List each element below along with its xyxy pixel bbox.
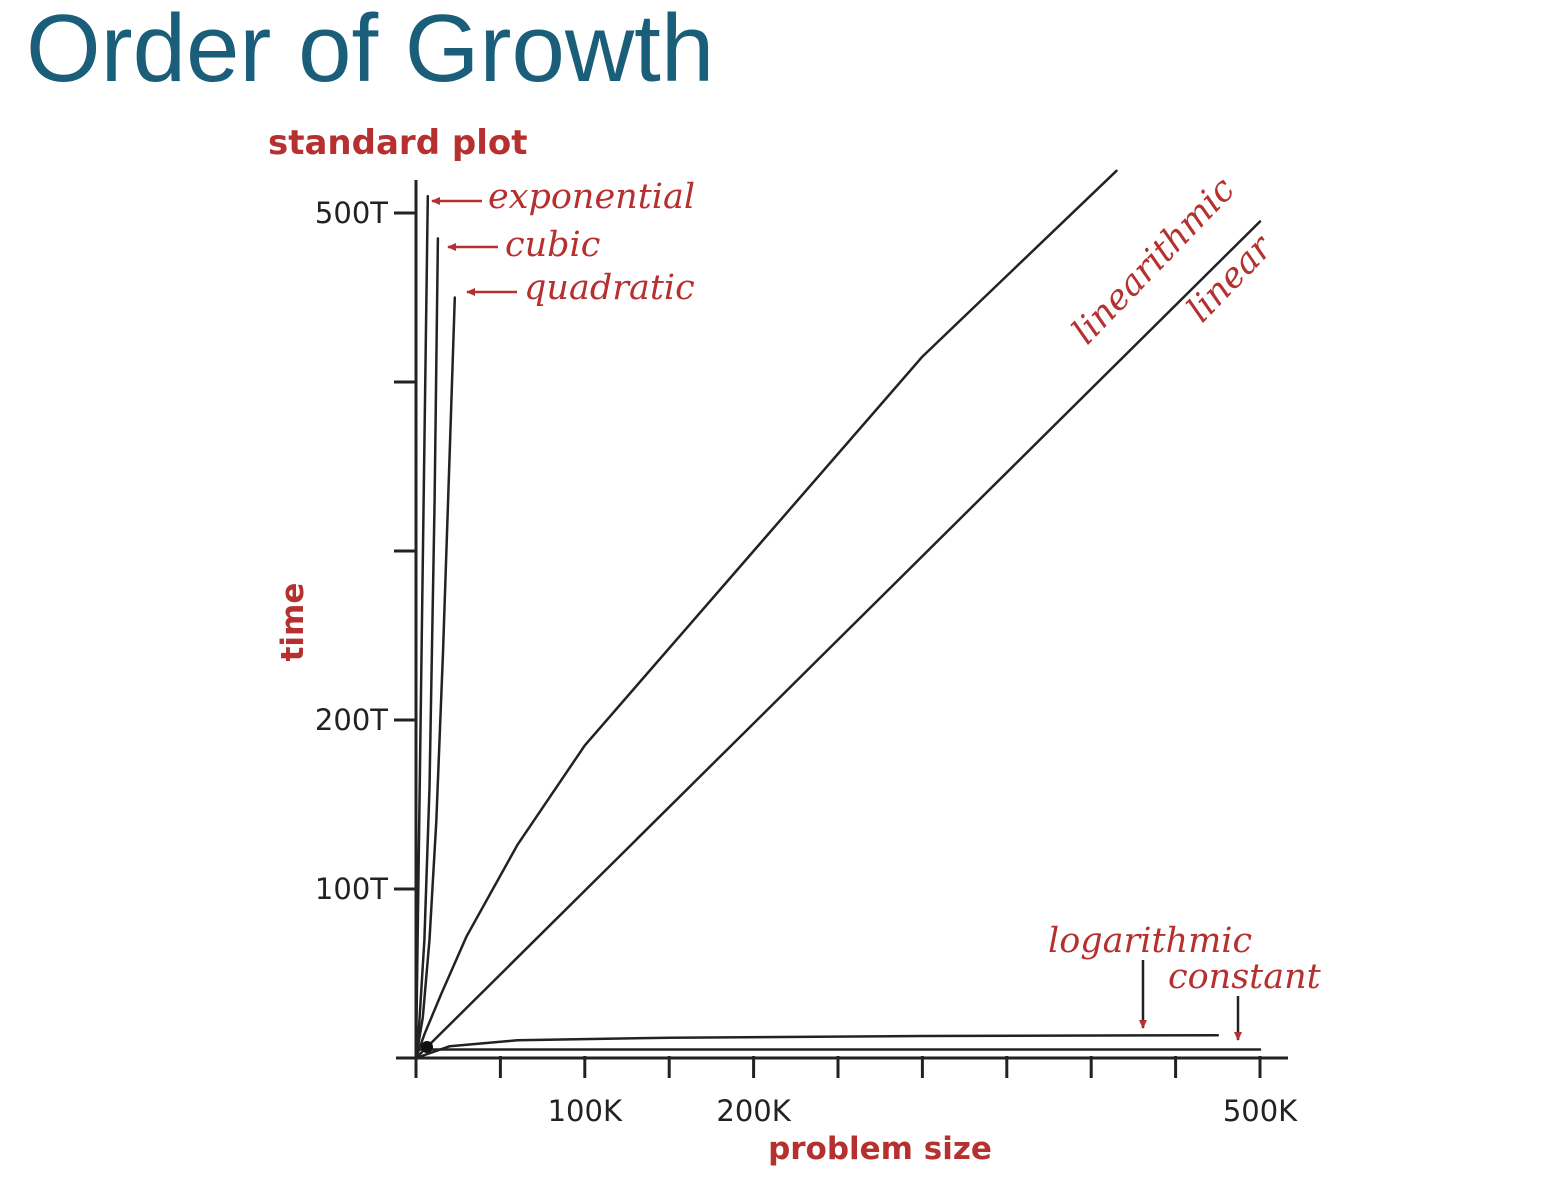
x-tick-group: 100K 200K 500K (414, 1056, 1298, 1128)
series-label-constant: constant (1168, 957, 1322, 997)
series-line-quadratic (414, 296, 457, 1060)
x-tick-label: 100K (548, 1094, 623, 1128)
series-group (414, 169, 1262, 1060)
y-axis-label: time (275, 583, 311, 662)
series-label-exponential: exponential (488, 177, 695, 217)
series-label-logarithmic: logarithmic (1048, 921, 1252, 961)
series-line-exponential (414, 194, 430, 1060)
x-tick-label: 500K (1223, 1094, 1298, 1128)
series-line-linear (414, 220, 1262, 1060)
plot-title: standard plot (268, 123, 527, 163)
slide-title: Order of Growth (26, 0, 715, 102)
x-tick-label: 200K (716, 1094, 791, 1128)
series-label-cubic: cubic (505, 225, 600, 265)
x-axis-label: problem size (768, 1131, 992, 1167)
y-tick-label: 200T (315, 703, 388, 737)
y-tick-group: 100T 200T 500T (315, 196, 416, 906)
series-line-logarithmic (414, 1033, 1220, 1060)
series-line-cubic (414, 237, 440, 1060)
series-line-linearithmic (414, 169, 1118, 1060)
series-label-linearithmic: linearithmic (1065, 170, 1243, 352)
origin-point (421, 1041, 433, 1053)
y-tick-label: 100T (315, 872, 388, 906)
series-label-quadratic: quadratic (524, 268, 695, 308)
y-tick-label: 500T (315, 196, 388, 230)
